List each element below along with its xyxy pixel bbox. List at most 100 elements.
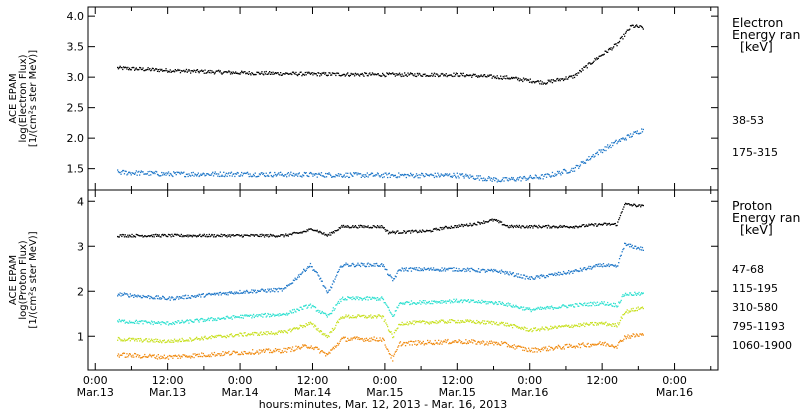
xtick-date-label: Mar.14 xyxy=(294,386,331,399)
data-point xyxy=(200,70,202,72)
data-point xyxy=(251,72,253,74)
data-point xyxy=(290,311,292,313)
data-point xyxy=(477,271,479,273)
data-point xyxy=(193,321,195,323)
data-point xyxy=(551,346,553,349)
data-point xyxy=(162,357,165,359)
data-point xyxy=(539,83,541,85)
data-point xyxy=(553,307,555,309)
data-point xyxy=(597,324,599,326)
data-point xyxy=(561,78,563,80)
data-point xyxy=(496,220,498,222)
data-point xyxy=(245,234,247,236)
data-point xyxy=(462,72,464,74)
data-point xyxy=(602,344,605,346)
data-point xyxy=(173,338,176,340)
data-point xyxy=(597,224,599,226)
data-point xyxy=(445,322,447,324)
data-point xyxy=(607,265,609,267)
data-point xyxy=(353,266,356,268)
data-point xyxy=(340,226,342,228)
data-point xyxy=(393,231,396,233)
data-point xyxy=(131,67,133,69)
data-point xyxy=(568,172,570,174)
data-point xyxy=(534,309,536,311)
data-point xyxy=(223,234,225,236)
data-point xyxy=(536,308,538,310)
data-point xyxy=(277,331,279,333)
data-point xyxy=(352,175,354,177)
data-point xyxy=(216,354,218,357)
data-point xyxy=(235,316,238,318)
data-point xyxy=(483,177,485,179)
data-point xyxy=(179,235,181,237)
data-point xyxy=(552,79,554,81)
data-point xyxy=(390,331,392,333)
data-point xyxy=(198,234,200,236)
data-point xyxy=(159,358,161,360)
data-point xyxy=(258,349,261,351)
data-point xyxy=(475,301,477,303)
data-point xyxy=(297,74,299,77)
data-point xyxy=(154,172,156,175)
data-point xyxy=(322,72,324,74)
data-point xyxy=(163,174,165,176)
data-point xyxy=(160,175,162,177)
data-point xyxy=(598,322,600,324)
data-point xyxy=(535,275,537,277)
data-point xyxy=(207,235,210,238)
data-point xyxy=(415,320,418,323)
data-point xyxy=(340,265,342,267)
data-point xyxy=(218,292,221,294)
data-point xyxy=(423,73,425,76)
data-point xyxy=(182,339,184,341)
data-point xyxy=(377,173,379,175)
data-point xyxy=(348,176,351,178)
data-point xyxy=(253,290,255,292)
data-point xyxy=(280,314,282,316)
data-point xyxy=(506,77,509,79)
data-point xyxy=(272,71,274,73)
data-point xyxy=(280,171,282,173)
data-point xyxy=(161,234,163,236)
data-point xyxy=(186,356,188,358)
data-point xyxy=(502,177,504,179)
data-point xyxy=(361,315,363,317)
data-point xyxy=(489,322,492,324)
data-point xyxy=(291,329,293,331)
data-point xyxy=(415,269,417,271)
data-point xyxy=(314,325,317,327)
data-point xyxy=(278,287,280,289)
data-point xyxy=(404,323,407,325)
data-point xyxy=(152,341,154,343)
data-point xyxy=(330,74,332,76)
data-point xyxy=(547,275,549,278)
data-point xyxy=(187,339,189,341)
data-point xyxy=(133,322,135,324)
data-point xyxy=(449,267,452,269)
data-point xyxy=(233,315,235,317)
data-point xyxy=(337,72,340,74)
data-point xyxy=(172,175,174,178)
data-point xyxy=(347,337,349,340)
data-point xyxy=(479,323,481,325)
data-point xyxy=(560,174,562,176)
data-point xyxy=(191,356,193,358)
data-point xyxy=(583,66,585,68)
data-point xyxy=(477,221,479,223)
data-point xyxy=(446,340,448,342)
data-point xyxy=(167,233,170,236)
data-point xyxy=(155,357,157,359)
data-point xyxy=(225,172,227,174)
data-point xyxy=(562,325,564,327)
data-point xyxy=(393,314,396,316)
data-point xyxy=(624,242,627,245)
data-point xyxy=(568,324,570,327)
data-point xyxy=(226,334,228,337)
data-point xyxy=(456,322,458,324)
data-point xyxy=(205,294,207,296)
data-point xyxy=(369,263,371,265)
data-point xyxy=(489,74,491,76)
data-point xyxy=(128,354,130,356)
data-point xyxy=(127,356,129,358)
